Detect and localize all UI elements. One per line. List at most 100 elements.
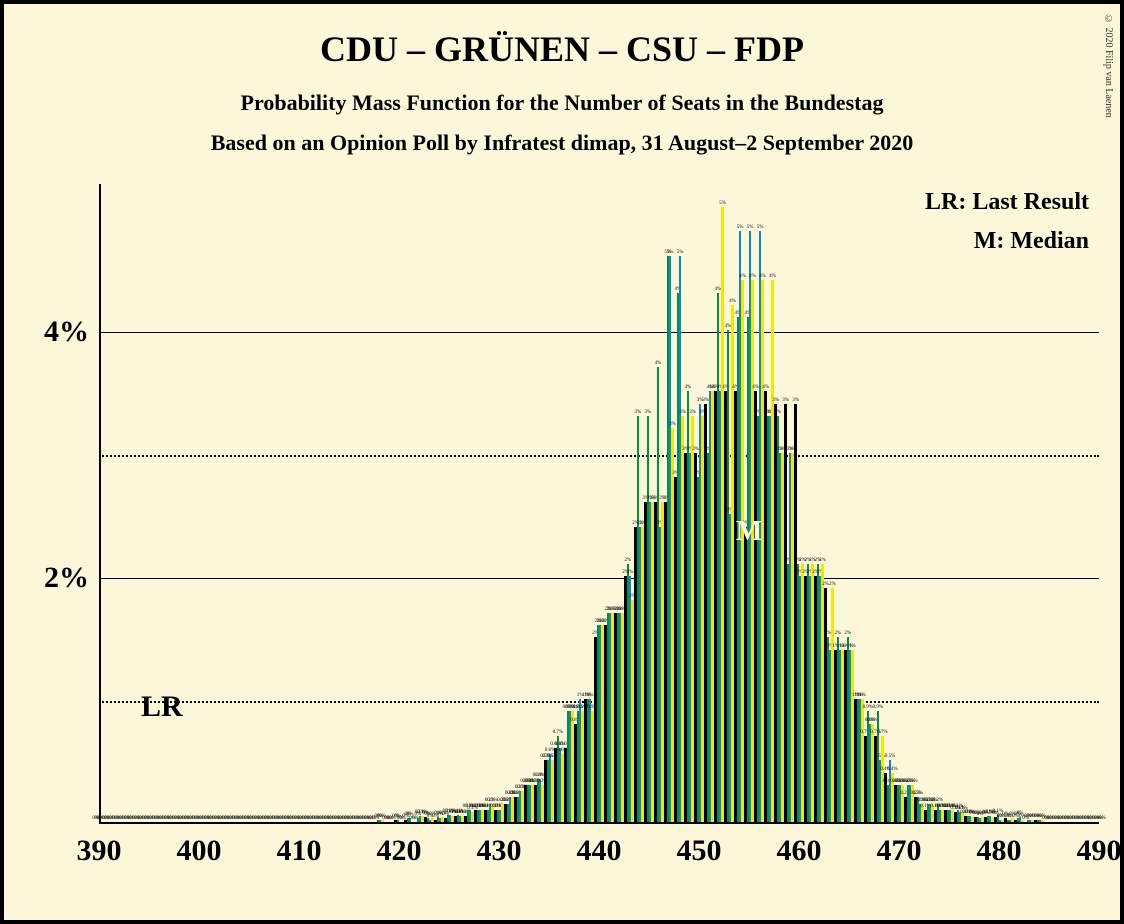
bar-value-label: 3% [775,410,782,415]
histogram-bar [831,588,833,822]
bar-value-label: 3% [645,410,652,415]
bar-value-label: 3% [782,398,789,403]
chart-frame: © 2020 Filip van Laenen CDU – GRÜNEN – C… [4,4,1120,920]
x-tick-label: 420 [377,834,422,868]
bar-value-label: 3% [689,410,696,415]
grid-line-minor [99,455,1099,457]
bar-value-label: 2% [625,558,632,563]
histogram-bar [751,280,753,822]
histogram-bar [511,797,513,822]
bar-value-label: 1% [849,644,856,649]
bar-value-label: 2% [829,582,836,587]
histogram-bar [851,650,853,822]
bar-value-label: 4% [655,361,662,366]
bar-value-label: 5% [737,225,744,230]
histogram-bar [711,391,713,822]
bar-value-label: 0.3% [907,779,917,784]
bar-value-label: 2% [845,631,852,636]
x-tick-label: 490 [1077,834,1122,868]
histogram-bar [441,817,443,822]
histogram-bar [481,810,483,822]
bar-value-label: 4% [762,385,769,390]
bar-value-label: 5% [757,225,764,230]
chart-title: CDU – GRÜNEN – CSU – FDP [4,4,1120,70]
histogram-bar [651,502,653,822]
bar-value-label: 4% [769,274,776,279]
histogram-bar [431,818,433,822]
bar-value-label: 4% [725,324,732,329]
histogram-bar [701,416,703,822]
chart-plot-area: LR: Last Result M: Median 2%4%3904004104… [99,184,1099,824]
bar-value-label: 3% [692,447,699,452]
x-tick-label: 400 [177,834,222,868]
histogram-bar [1031,820,1033,822]
x-tick-label: 480 [977,834,1022,868]
bar-value-label: 3% [669,422,676,427]
histogram-bar [841,650,843,822]
histogram-bar [591,711,593,822]
bar-value-label: 1% [859,693,866,698]
histogram-bar [981,817,983,822]
bar-value-label: 4% [759,274,766,279]
histogram-bar [561,754,563,822]
histogram-bar [691,416,693,822]
bar-value-label: 0.9% [873,705,883,710]
bar-value-label: 0.5% [875,754,885,759]
histogram-bar [1001,820,1003,822]
x-tick-label: 390 [77,834,122,868]
lr-marker-label: LR [141,690,183,724]
bar-value-label: 0.2% [933,798,943,803]
bar-value-label: 2% [819,558,826,563]
histogram-bar [801,564,803,822]
x-tick-label: 470 [877,834,922,868]
histogram-bar [601,625,603,822]
copyright-text: © 2020 Filip van Laenen [1103,14,1114,118]
histogram-bar [451,816,453,822]
bar-value-label: 0.2% [487,798,497,803]
histogram-bar [741,280,743,822]
grid-line [99,332,1099,334]
histogram-bar [421,816,423,822]
bar-value-label: 0.5% [885,754,895,759]
histogram-bar [661,502,663,822]
bar-value-label: 2% [835,631,842,636]
bar-value-label: 3% [792,398,799,403]
bar-value-label: 3% [679,410,686,415]
histogram-bar [1011,818,1013,822]
bar-value-label: 5% [719,201,726,206]
bar-value-label: 3% [702,398,709,403]
x-tick-label: 440 [577,834,622,868]
bar-value-label: 4% [749,274,756,279]
bar-value-label: 4% [752,385,759,390]
histogram-bar [761,280,763,822]
bar-value-label: 4% [715,287,722,292]
bar-value-label: 5% [677,250,684,255]
histogram-bar [951,810,953,822]
x-tick-label: 460 [777,834,822,868]
y-tick-label: 4% [44,315,89,349]
bar-value-label: 5% [667,250,674,255]
bar-value-label: 2% [822,582,829,587]
histogram-bar [471,812,473,822]
bar-value-label: 0.9% [863,705,873,710]
x-tick-label: 430 [477,834,522,868]
histogram-bar [631,600,633,822]
bar-value-label: 4% [685,385,692,390]
histogram-bar [671,428,673,822]
bar-value-label: 2% [825,631,832,636]
histogram-bar [871,724,873,822]
histogram-bar [681,416,683,822]
bar-value-label: 3% [772,398,779,403]
x-tick-label: 410 [277,834,322,868]
histogram-bar [791,453,793,822]
legend-lr: LR: Last Result [925,189,1089,216]
histogram-bar [611,613,613,822]
histogram-bar [501,804,503,822]
median-marker-label: M [736,516,762,548]
bar-value-label: 4% [739,274,746,279]
bar-value-label: 5% [747,225,754,230]
histogram-bar [641,527,643,822]
histogram-bar [541,785,543,822]
bar-value-label: 1% [587,693,594,698]
chart-subtitle-2: Based on an Opinion Poll by Infratest di… [4,130,1120,156]
